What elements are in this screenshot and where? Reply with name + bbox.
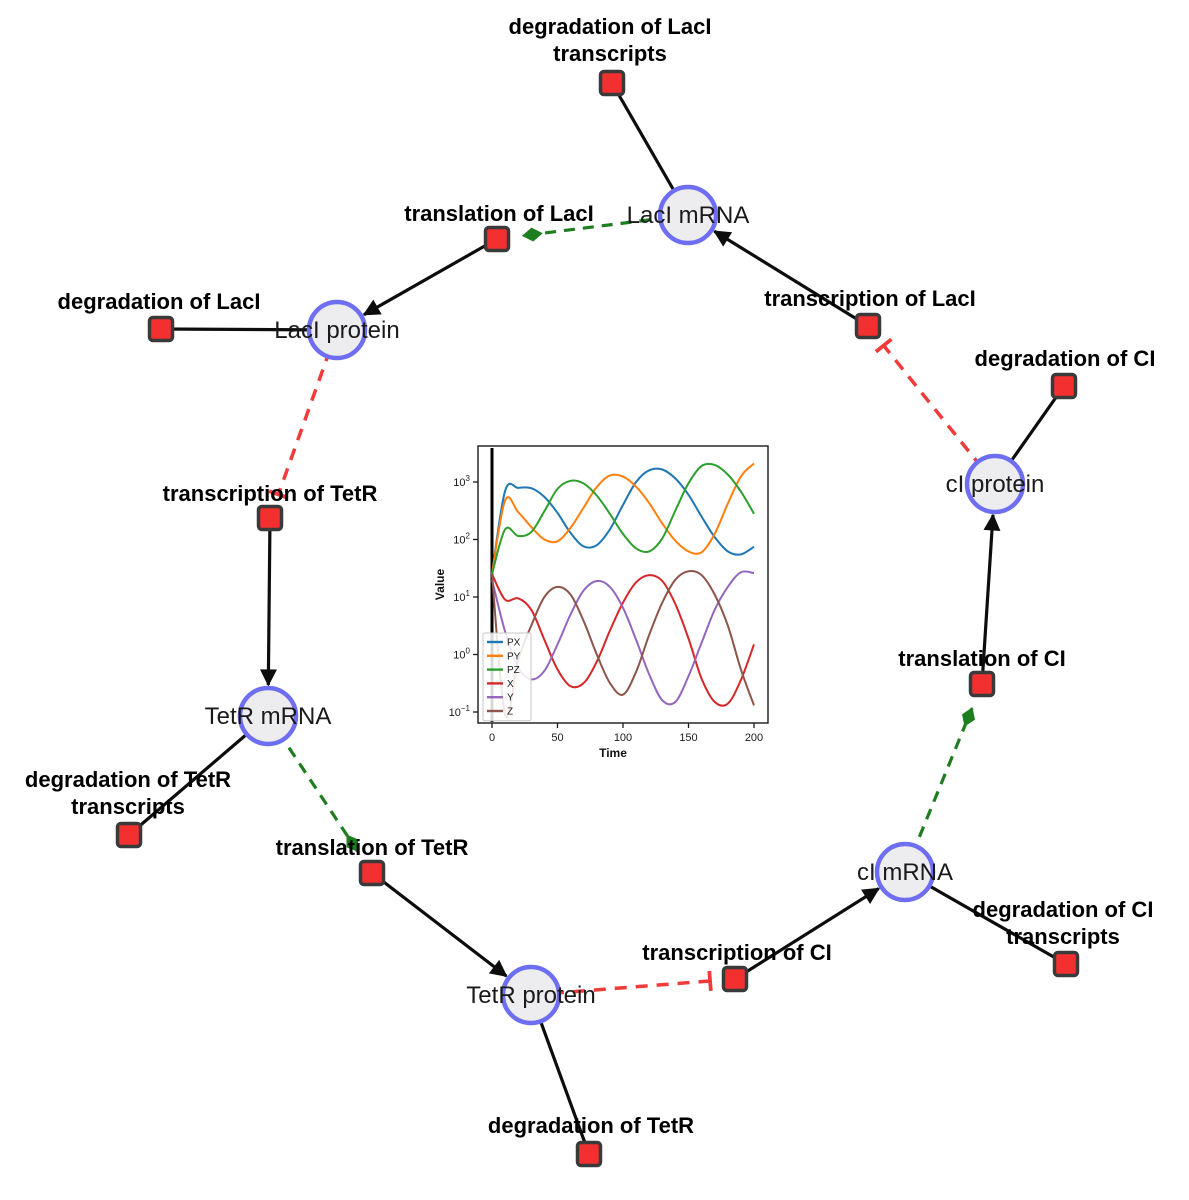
chart-series-Z — [491, 570, 755, 718]
species-label-ci-mrna: cI mRNA — [857, 859, 953, 886]
reaction-node-translation-laci[interactable] — [483, 225, 511, 253]
species-label-ci-protein: cI protein — [946, 471, 1045, 498]
edge-consumption-tetr-mrna-to-deg-tetr-transcripts — [127, 714, 270, 837]
species-node-ci-mrna[interactable] — [874, 841, 936, 903]
species-node-tetr-protein[interactable] — [500, 964, 562, 1026]
reaction-label-deg-tetr: degradation of TetR — [488, 1113, 694, 1138]
reaction-node-transcription-laci[interactable] — [854, 312, 882, 340]
species-label-tetr-mrna: TetR mRNA — [205, 703, 332, 730]
y-tick-label: 10−1 — [449, 704, 471, 719]
x-tick-label: 50 — [551, 732, 563, 744]
legend-label-PX: PX — [507, 638, 521, 649]
reaction-label-translation-tetr: translation of TetR — [276, 835, 469, 860]
reaction-label-deg-laci-transcripts: degradation of LacI transcripts — [509, 14, 712, 66]
reaction-node-translation-tetr[interactable] — [358, 859, 386, 887]
reaction-node-deg-tetr-transcripts[interactable] — [115, 821, 143, 849]
labels-layer: degradation of LacI transcripts translatio… — [25, 14, 1156, 1138]
species-node-laci-protein[interactable] — [306, 299, 368, 361]
reaction-node-deg-ci[interactable] — [1050, 372, 1078, 400]
reaction-node-deg-ci-transcripts[interactable] — [1052, 950, 1080, 978]
reaction-label-deg-tetr-transcripts: degradation of TetR transcripts — [25, 767, 231, 819]
edge-production-transcription-tetr-to-tetr-mrna — [259, 517, 277, 687]
legend-label-X: X — [507, 679, 514, 690]
y-axis-label: Value — [433, 569, 447, 601]
reaction-node-transcription-ci[interactable] — [721, 965, 749, 993]
x-tick-label: 100 — [614, 732, 632, 744]
legend-label-Y: Y — [507, 693, 514, 704]
reaction-node-deg-tetr[interactable] — [575, 1140, 603, 1168]
x-tick-label: 0 — [489, 732, 495, 744]
edge-consumption-ci-mrna-to-deg-ci-transcripts — [904, 870, 1067, 966]
reaction-node-translation-ci[interactable] — [968, 670, 996, 698]
species-label-laci-mrna: LacI mRNA — [627, 202, 750, 229]
x-axis-label: Time — [599, 746, 627, 760]
y-tick-label: 103 — [453, 474, 470, 489]
reaction-label-translation-ci: translation of CI — [898, 646, 1065, 671]
chart-series-Y — [491, 570, 755, 706]
edge-production-transcription-ci-to-ci-mrna — [734, 887, 880, 981]
reaction-label-translation-laci: translation of LacI — [404, 201, 593, 226]
legend-label-Z: Z — [507, 707, 513, 718]
reaction-label-transcription-ci: transcription of CI — [642, 940, 831, 965]
species-node-tetr-mrna[interactable] — [237, 685, 299, 747]
chart-series-PX — [491, 467, 755, 575]
reaction-node-transcription-tetr[interactable] — [256, 504, 284, 532]
legend-label-PZ: PZ — [507, 665, 520, 676]
edge-production-translation-tetr-to-tetr-protein — [371, 871, 508, 978]
reaction-label-deg-laci: degradation of LacI — [58, 289, 261, 314]
y-tick-label: 102 — [453, 532, 470, 547]
legend-label-PY: PY — [507, 651, 521, 662]
species-label-tetr-protein: TetR protein — [466, 982, 595, 1009]
species-node-laci-mrna[interactable] — [657, 184, 719, 246]
x-tick-label: 150 — [679, 732, 697, 744]
reaction-label-transcription-tetr: transcription of TetR — [163, 481, 378, 506]
species-nodes-layer — [237, 184, 1026, 1026]
chart-series-PZ — [491, 462, 755, 575]
species-label-laci-protein: LacI protein — [274, 317, 399, 344]
reaction-label-deg-ci: degradation of CI — [975, 346, 1156, 371]
edge-production-translation-laci-to-laci-protein — [362, 237, 498, 317]
species-node-ci-protein[interactable] — [964, 453, 1026, 515]
reaction-label-deg-ci-transcripts: degradation of CI transcripts — [973, 897, 1154, 949]
edge-production-translation-ci-to-ci-protein — [980, 513, 1001, 685]
edge-production-transcription-laci-to-laci-mrna — [713, 229, 869, 328]
y-tick-label: 100 — [453, 647, 470, 662]
reaction-label-transcription-laci: transcription of LacI — [764, 286, 975, 311]
reaction-nodes-layer — [115, 69, 1080, 1168]
inset-chart: 0 50 100 150 200 103 102 101 100 10−1 Time Value PX P… — [433, 432, 777, 763]
reaction-node-deg-laci[interactable] — [147, 315, 175, 343]
x-tick-label: 200 — [745, 732, 763, 744]
y-tick-label: 101 — [453, 589, 470, 604]
reaction-node-deg-laci-transcripts[interactable] — [598, 69, 626, 97]
